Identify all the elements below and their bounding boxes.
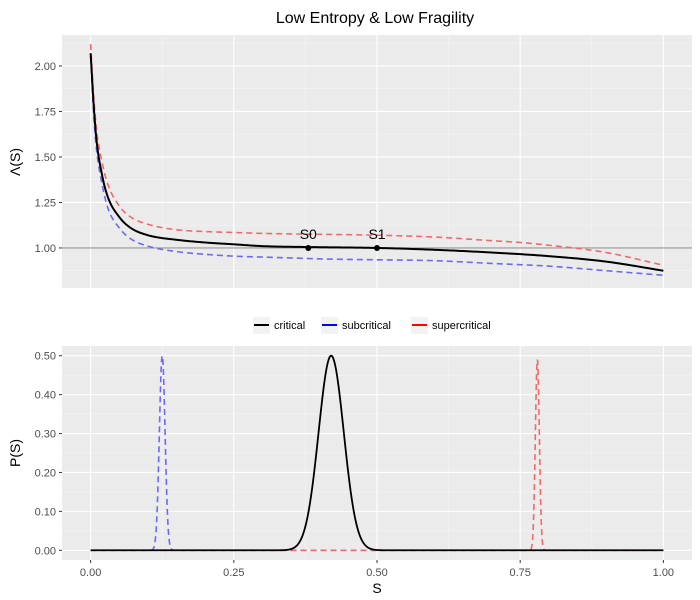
y-tick-label: 0.50 bbox=[35, 351, 56, 363]
lambda-annotations: S0 S1 bbox=[300, 226, 386, 251]
probability-series bbox=[90, 352, 664, 552]
probability-y-axis-label: P(S) bbox=[7, 439, 23, 467]
y-tick-label: 1.75 bbox=[35, 106, 56, 118]
legend-label: supercritical bbox=[432, 320, 491, 332]
legend-label: subcritical bbox=[342, 320, 391, 332]
lambda-plot-panel: S0 S1 1.00 1.25 1.50 1.75 2.00 Λ(S) bbox=[7, 35, 692, 288]
y-tick-label: 0.20 bbox=[35, 467, 56, 479]
annotation-point-s1 bbox=[374, 244, 380, 251]
series-line-critical bbox=[89, 53, 664, 272]
y-tick-label: 2.00 bbox=[35, 61, 56, 73]
series-line-subcritical bbox=[89, 56, 664, 277]
x-axis-label: S bbox=[372, 580, 381, 596]
lambda-series bbox=[89, 44, 664, 277]
legend-item-supercritical: supercritical bbox=[411, 317, 491, 334]
y-tick-label: 0.30 bbox=[35, 429, 56, 441]
probability-x-ticks: 0.00 0.25 0.50 0.75 1.00 bbox=[80, 560, 674, 579]
probability-plot-panel: 0.00 0.10 0.20 0.30 0.40 0.50 0.00 0.25 0.50 0.7… bbox=[7, 346, 692, 596]
legend: critical subcritical supercritical bbox=[253, 317, 491, 334]
legend-label: critical bbox=[274, 320, 305, 332]
probability-y-ticks: 0.00 0.10 0.20 0.30 0.40 0.50 bbox=[35, 351, 62, 557]
y-tick-label: 0.10 bbox=[35, 506, 56, 518]
x-tick-label: 0.50 bbox=[366, 567, 387, 579]
lambda-y-ticks: 1.00 1.25 1.50 1.75 2.00 bbox=[35, 61, 62, 255]
annotation-point-s0 bbox=[305, 244, 312, 251]
annotation-label-s1: S1 bbox=[368, 226, 385, 242]
y-tick-label: 1.00 bbox=[35, 243, 56, 255]
y-tick-label: 0.00 bbox=[35, 545, 56, 557]
x-tick-label: 0.25 bbox=[223, 567, 244, 579]
annotation-label-s0: S0 bbox=[300, 226, 317, 242]
series-line-supercritical bbox=[89, 44, 664, 267]
x-tick-label: 0.75 bbox=[509, 567, 530, 579]
legend-item-subcritical: subcritical bbox=[321, 317, 391, 334]
chart-title: Low Entropy & Low Fragility bbox=[276, 10, 474, 27]
density-line-critical bbox=[90, 354, 664, 552]
y-tick-label: 1.25 bbox=[35, 197, 56, 209]
x-tick-label: 0.00 bbox=[80, 567, 101, 579]
legend-item-critical: critical bbox=[253, 317, 305, 334]
y-tick-label: 1.50 bbox=[35, 152, 56, 164]
lambda-y-axis-label: Λ(S) bbox=[7, 148, 23, 176]
y-tick-label: 0.40 bbox=[35, 390, 56, 402]
x-tick-label: 1.00 bbox=[653, 567, 674, 579]
